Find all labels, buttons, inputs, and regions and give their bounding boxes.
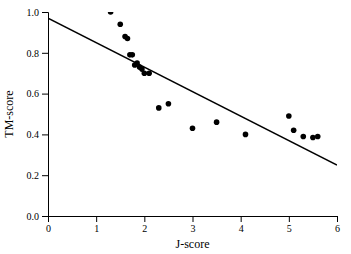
plot: 0 1 2 3 4 5 6 0.0 0.2 0.4 0.6 0.8 1.0 (27, 7, 341, 234)
tick-label: 0.0 (27, 211, 40, 222)
tick-mark (337, 216, 338, 222)
axis-line (49, 217, 338, 223)
tick-mark (241, 216, 242, 222)
point (117, 21, 123, 27)
tick: 1 (94, 216, 99, 234)
tick-mark (42, 134, 48, 135)
marks (48, 12, 337, 165)
point (286, 113, 292, 119)
chart: 0 1 2 3 4 5 6 0.0 0.2 0.4 0.6 0.8 1.0 J-score TM-score (0, 0, 351, 254)
tick-label: 3 (191, 223, 196, 234)
y-axis-title: TM-score (2, 90, 16, 137)
point (125, 36, 131, 42)
tick: 2 (142, 216, 147, 234)
tick: 6 (335, 216, 340, 234)
point (310, 135, 316, 141)
tick: 0.4 (27, 129, 49, 140)
tick-mark (144, 216, 145, 222)
tick-label: 1.0 (27, 7, 40, 18)
point (146, 70, 152, 76)
x-axis-title: J-score (176, 237, 210, 251)
tick-label: 0.2 (27, 170, 40, 181)
point (190, 125, 196, 131)
tick-mark (42, 53, 48, 54)
tick-label: 0.4 (27, 129, 40, 140)
tick-label: 0.8 (27, 48, 40, 59)
point (156, 105, 162, 111)
tick: 5 (287, 216, 292, 234)
tick-label: 1 (94, 223, 99, 234)
point (300, 134, 306, 140)
tick-label: 0.6 (27, 88, 40, 99)
point (129, 52, 135, 58)
tick: 4 (239, 216, 244, 234)
point (214, 119, 220, 125)
tick-label: 6 (335, 223, 340, 234)
tick: 0.2 (27, 170, 49, 181)
point (142, 70, 148, 76)
tick: 0 (46, 216, 51, 234)
tick-label: 5 (287, 223, 292, 234)
tick: 0.6 (27, 88, 49, 99)
tick-mark (42, 94, 48, 95)
tick-mark (96, 216, 97, 222)
line (48, 18, 337, 165)
point (166, 101, 172, 107)
tick-mark (42, 175, 48, 176)
x-axis: 0 1 2 3 4 5 6 (46, 216, 340, 234)
tick-mark (42, 12, 48, 13)
tick-mark (42, 216, 48, 217)
tick-mark (193, 216, 194, 222)
tick-label: 0 (46, 223, 51, 234)
tick: 0.0 (27, 211, 49, 222)
point (291, 128, 297, 134)
tick-label: 2 (142, 223, 147, 234)
point (108, 12, 114, 15)
tick-mark (289, 216, 290, 222)
point (315, 134, 321, 140)
y-axis: 0.0 0.2 0.4 0.6 0.8 1.0 (27, 7, 49, 222)
tick: 1.0 (27, 7, 49, 18)
axis-line (42, 13, 49, 217)
tick-label: 4 (239, 223, 244, 234)
tick: 0.8 (27, 48, 49, 59)
tick: 3 (191, 216, 196, 234)
point (243, 132, 249, 138)
